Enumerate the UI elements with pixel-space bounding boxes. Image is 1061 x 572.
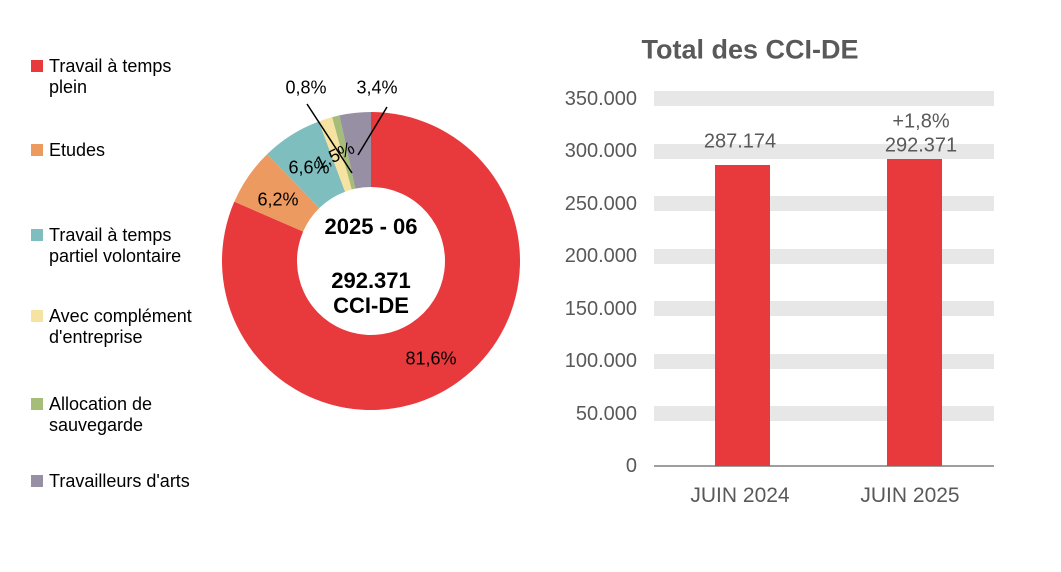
legend-item-1: Etudes [31, 140, 201, 161]
y-axis-tick-label: 50.000 [575, 402, 637, 425]
donut-center-period: 2025 - 06 [324, 214, 418, 239]
donut-slice-5 [339, 112, 371, 189]
legend-label: Travailleurs d'arts [49, 471, 190, 491]
gridline-band [654, 301, 994, 316]
bar-1 [886, 159, 942, 466]
legend-item-3: Avec complément d'entreprise [31, 306, 201, 348]
donut-center-unit: CCI-DE [333, 293, 409, 318]
legend-swatch-icon [31, 310, 43, 322]
leader-line-allocation-sauvegarde [306, 103, 353, 174]
y-axis-tick-label: 100.000 [564, 350, 637, 372]
y-axis-tick-label: 0 [625, 455, 637, 477]
donut-slice-1 [234, 154, 320, 232]
bar-chart-title: Total des CCI-DE [641, 34, 859, 65]
gridline-band [654, 406, 994, 421]
donut-label-allocation-sauvegarde: 0,8% [285, 77, 327, 98]
legend-swatch-icon [31, 60, 43, 72]
gridline-band [654, 91, 994, 106]
legend-label: Travail à temps plein [49, 56, 172, 97]
y-axis-tick-label: 250.000 [564, 192, 637, 215]
legend-label: Avec complément d'entreprise [49, 306, 192, 347]
gridline-band [654, 248, 994, 264]
gridline-band [654, 143, 994, 159]
legend-item-2: Travail à temps partiel volontaire [31, 225, 201, 267]
donut-slice-0 [221, 112, 520, 410]
legend-swatch-icon [31, 144, 43, 156]
delta-label: +1,8% [892, 110, 950, 133]
legend-item-4: Allocation de sauvegarde [31, 394, 201, 436]
gridline-band [654, 353, 994, 369]
legend-swatch-icon [31, 398, 43, 410]
donut-chart [221, 103, 520, 410]
legend-label: Allocation de sauvegarde [49, 394, 153, 435]
x-axis-label-juin-2024: JUIN 2024 [690, 484, 790, 507]
gridline-band [654, 196, 994, 211]
donut-slices-group [221, 112, 520, 410]
donut-slice-2 [267, 121, 346, 208]
donut-label-travailleurs-arts: 3,4% [356, 77, 398, 98]
leader-line-travailleurs-arts [357, 106, 388, 156]
bar-value-label-juin-2025: 292.371 [884, 134, 958, 157]
donut-label-temps-partiel: 6,6% [288, 157, 330, 178]
legend-swatch-icon [31, 475, 43, 487]
legend-item-0: Travail à temps plein [31, 56, 201, 98]
x-axis-line [654, 465, 994, 467]
donut-label-travail-temps-plein: 81,6% [405, 348, 457, 369]
y-axis-tick-label: 200.000 [564, 245, 637, 267]
y-axis-tick-label: 150.000 [564, 297, 637, 320]
legend-swatch-icon [31, 229, 43, 241]
x-axis-label-juin-2025: JUIN 2025 [860, 484, 960, 507]
y-axis-tick-label: 350.000 [564, 87, 637, 110]
legend-item-5: Travailleurs d'arts [31, 471, 201, 492]
donut-slice-4 [332, 115, 356, 190]
legend-label: Etudes [49, 140, 106, 160]
bar-value-label-juin-2024: 287.174 [703, 130, 777, 153]
donut-label-etudes: 6,2% [257, 189, 299, 210]
donut-center-total: 292.371 [331, 268, 411, 293]
bar-0 [714, 164, 770, 466]
legend-label: Travail à temps partiel volontaire [49, 225, 182, 266]
y-axis-tick-label: 300.000 [564, 140, 637, 162]
